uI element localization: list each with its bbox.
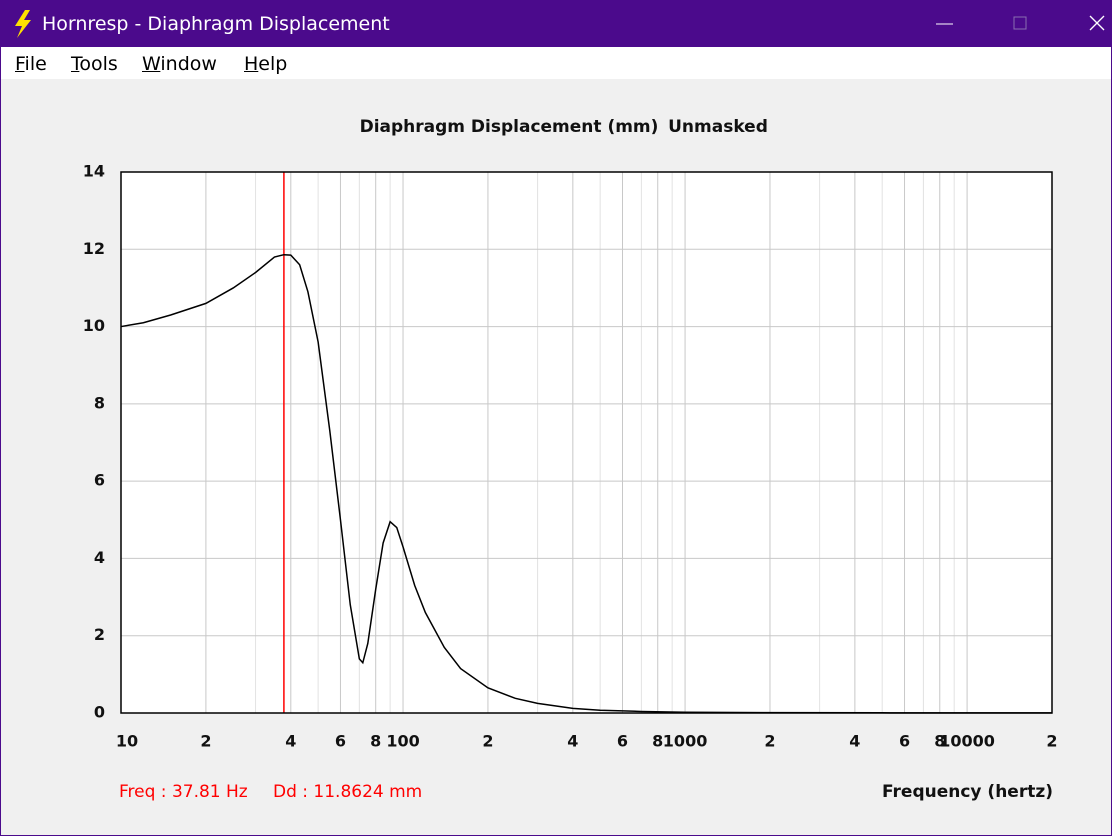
- x-tick-label: 6: [617, 732, 628, 751]
- menu-item[interactable]: Help: [244, 53, 288, 75]
- x-tick-label: 100: [386, 732, 419, 751]
- plot-border: [120, 171, 1053, 714]
- x-tick-label: 8: [370, 732, 381, 751]
- x-tick-label: 2: [482, 732, 493, 751]
- menu-bar: File Tools Window Help: [1, 47, 1111, 79]
- x-axis-label: Frequency (hertz): [882, 782, 1053, 802]
- app-icon: [15, 10, 31, 38]
- x-tick-label: 8: [652, 732, 663, 751]
- window-title: Hornresp - Diaphragm Displacement: [42, 13, 390, 35]
- y-tick-label: 6: [94, 471, 105, 490]
- plot-area: [121, 172, 1052, 713]
- y-tick-label: 10: [83, 316, 105, 335]
- y-tick-label: 8: [94, 393, 105, 412]
- window-controls[interactable]: [891, 1, 1111, 47]
- x-tick-label: 10000: [939, 732, 995, 751]
- x-tick-label: 2: [200, 732, 211, 751]
- chart-title: Diaphragm Displacement (mm): [360, 117, 659, 137]
- y-tick-label: 4: [94, 548, 105, 567]
- x-tick-label: 1000: [663, 732, 708, 751]
- x-tick-label: 2: [764, 732, 775, 751]
- title-bar: Hornresp - Diaphragm Displacement: [1, 1, 1111, 47]
- data-line: [120, 253, 1053, 714]
- y-tick-label: 0: [94, 703, 105, 722]
- chart-subtitle: Unmasked: [668, 117, 768, 137]
- x-tick-label: 10: [116, 732, 138, 751]
- x-tick-label: 6: [899, 732, 910, 751]
- menu-item[interactable]: File: [15, 53, 47, 75]
- menu-item[interactable]: Window: [142, 53, 217, 75]
- x-tick-label: 4: [849, 732, 860, 751]
- x-tick-label: 4: [285, 732, 296, 751]
- cursor-x-readout: Freq : 37.81 Hz: [119, 782, 248, 802]
- y-tick-label: 12: [83, 239, 105, 258]
- chart: Diaphragm Displacement (mm) Unmasked Fre…: [83, 117, 1058, 802]
- x-tick-label: 8: [934, 732, 945, 751]
- x-tick-label: 4: [567, 732, 578, 751]
- x-tick-label: 6: [335, 732, 346, 751]
- menu-item[interactable]: Tools: [71, 53, 118, 75]
- y-tick-label: 2: [94, 625, 105, 644]
- x-tick-label: 2: [1046, 732, 1057, 751]
- y-tick-label: 14: [83, 162, 105, 181]
- cursor-y-readout: Dd : 11.8624 mm: [273, 782, 422, 802]
